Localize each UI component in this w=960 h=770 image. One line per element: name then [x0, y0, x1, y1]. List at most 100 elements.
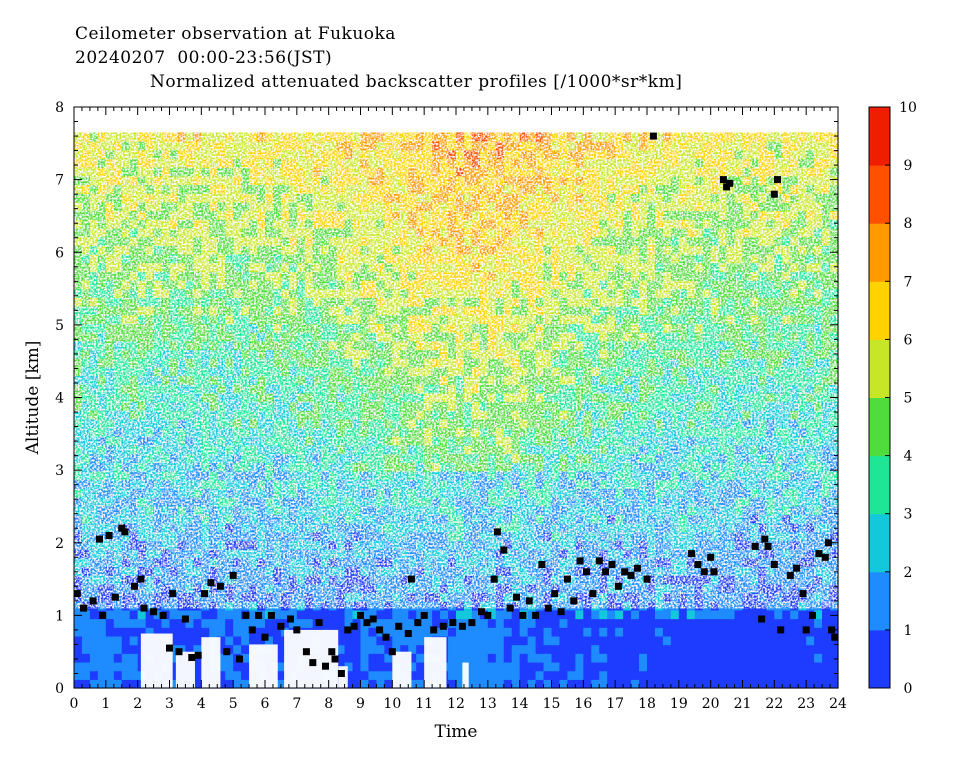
- heatmap-cell: [105, 670, 115, 680]
- heatmap-cell: [639, 609, 648, 620]
- heatmap-cell: [360, 635, 370, 646]
- heatmap-cell: [535, 627, 545, 637]
- heatmap-cell: [678, 635, 688, 646]
- heatmap-cell: [623, 661, 632, 672]
- heatmap-cell: [615, 627, 624, 637]
- heatmap-cell: [662, 679, 672, 689]
- heatmap-cell: [217, 627, 226, 637]
- heatmap-cell: [575, 679, 584, 689]
- heatmap-cell: [559, 618, 569, 628]
- heatmap-cell: [185, 635, 194, 646]
- heatmap-cell: [543, 653, 553, 663]
- heatmap-cell: [265, 627, 274, 637]
- heatmap-cell: [257, 627, 266, 637]
- heatmap-cell: [241, 635, 250, 646]
- heatmap-cell: [97, 670, 107, 680]
- heatmap-cell: [376, 644, 385, 654]
- heatmap-cell: [495, 679, 505, 689]
- heatmap-cell: [503, 670, 513, 680]
- heatmap-cell: [153, 609, 163, 620]
- heatmap-cell: [527, 618, 537, 628]
- heatmap-cell: [495, 627, 505, 637]
- heatmap-cell: [487, 609, 497, 620]
- heatmap-cell: [392, 635, 401, 646]
- heatmap-cell: [631, 644, 640, 654]
- heatmap-cell: [463, 609, 473, 620]
- heatmap-cell: [527, 609, 537, 620]
- heatmap-cell: [360, 670, 370, 680]
- heatmap-cell: [551, 609, 561, 620]
- heatmap-cell: [479, 653, 489, 663]
- heatmap-cell: [615, 644, 624, 654]
- heatmap-cell: [471, 679, 481, 689]
- heatmap-cell: [487, 627, 497, 637]
- heatmap-cell: [193, 644, 202, 654]
- heatmap-cell: [97, 644, 107, 654]
- heatmap-cell: [105, 627, 115, 637]
- heatmap-cell: [209, 609, 218, 620]
- heatmap-cell: [615, 609, 624, 620]
- heatmap-cell: [487, 644, 497, 654]
- heatmap-cell: [631, 661, 640, 672]
- heatmap-cell: [344, 653, 354, 663]
- heatmap-cell: [336, 618, 346, 628]
- heatmap-cell: [217, 635, 226, 646]
- heatmap-cell: [169, 644, 179, 654]
- heatmap-cell: [368, 609, 378, 620]
- heatmap-cell: [503, 635, 513, 646]
- heatmap-cell: [543, 627, 553, 637]
- heatmap-cell: [591, 635, 600, 646]
- heatmap-cell: [129, 635, 139, 646]
- heatmap-cell: [471, 653, 481, 663]
- heatmap-cell: [503, 627, 513, 637]
- heatmap-cell: [169, 635, 179, 646]
- heatmap-cell: [527, 627, 537, 637]
- heatmap-cell: [113, 644, 123, 654]
- heatmap-cell: [169, 627, 179, 637]
- heatmap-cell: [320, 609, 330, 620]
- heatmap-cell: [631, 653, 640, 663]
- heatmap-cell: [169, 609, 179, 620]
- heatmap-cell: [456, 661, 465, 672]
- heatmap-cell: [615, 635, 624, 646]
- heatmap-cell: [575, 661, 584, 672]
- heatmap-cell: [105, 661, 115, 672]
- heatmap-cell: [217, 670, 226, 680]
- heatmap-cell: [105, 679, 115, 689]
- heatmap-cell: [471, 618, 481, 628]
- heatmap-cell: [105, 635, 115, 646]
- heatmap-cell: [567, 670, 576, 680]
- heatmap-cell: [543, 609, 553, 620]
- heatmap-cell: [471, 670, 481, 680]
- heatmap-cell: [201, 618, 210, 628]
- heatmap-cell: [535, 679, 545, 689]
- heatmap-cell: [121, 618, 131, 628]
- heatmap-cell: [400, 609, 409, 620]
- heatmap-cell: [113, 635, 123, 646]
- heatmap-cell: [74, 618, 83, 628]
- heatmap-cell: [400, 627, 409, 637]
- heatmap-cell: [456, 609, 465, 620]
- heatmap-cell: [169, 618, 179, 628]
- heatmap-cell: [384, 670, 393, 680]
- heatmap-cell: [527, 653, 537, 663]
- heatmap-cell: [527, 644, 537, 654]
- heatmap-cell: [296, 618, 306, 628]
- heatmap-cell: [615, 653, 624, 663]
- heatmap-cell: [487, 653, 497, 663]
- heatmap-cell: [654, 644, 664, 654]
- heatmap-cell: [551, 618, 561, 628]
- heatmap-cell: [607, 644, 616, 654]
- heatmap-cell: [97, 679, 107, 689]
- heatmap-cell: [519, 618, 529, 628]
- heatmap-cell: [567, 653, 576, 663]
- heatmap-cell: [97, 627, 107, 637]
- heatmap-cell: [551, 653, 561, 663]
- heatmap-cell: [249, 618, 258, 628]
- heatmap-cell: [217, 653, 226, 663]
- heatmap-cell: [193, 609, 202, 620]
- heatmap-cell: [607, 635, 616, 646]
- heatmap-cell: [607, 618, 616, 628]
- heatmap-cell: [479, 618, 489, 628]
- heatmap-cell: [654, 618, 664, 628]
